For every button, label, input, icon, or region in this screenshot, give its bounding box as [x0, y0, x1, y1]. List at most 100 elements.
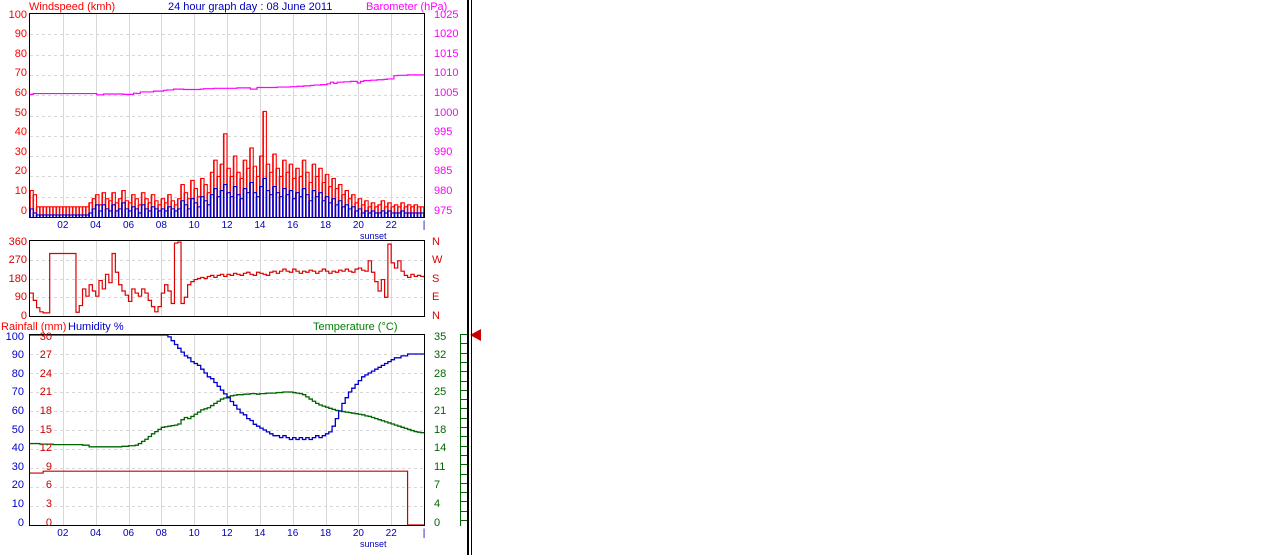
humidity-tick: 100: [5, 330, 24, 343]
humidity-tick: 30: [11, 460, 24, 473]
compass-tick: W: [432, 254, 443, 266]
temperature-tick: 18: [434, 423, 447, 436]
humidity-tick: 40: [11, 442, 24, 455]
hour-tick: 10: [188, 220, 200, 231]
hour-tick: 08: [155, 528, 167, 539]
hour-tick: 16: [287, 220, 299, 231]
barometer-tick: 985: [434, 165, 453, 178]
temperature-tick: 11: [434, 460, 446, 473]
temperature-scale-rail: [460, 334, 467, 526]
rainfall-tick: 6: [45, 479, 52, 492]
hour-tick: 20: [352, 528, 364, 539]
rainfall-tick: 9: [45, 460, 52, 473]
rainfall-tick: 27: [39, 349, 52, 362]
hour-tick: 14: [254, 528, 266, 539]
temperature-tick: 14: [434, 442, 447, 455]
windspeed-tick: 50: [14, 106, 27, 119]
barometer-tick: 990: [434, 145, 453, 158]
windspeed-tick: 40: [14, 126, 27, 139]
temperature-rail-tick: [461, 343, 467, 345]
barometer-tick: 1020: [434, 28, 459, 41]
direction-tick: 180: [8, 272, 27, 285]
humidity-tick: 0: [17, 516, 24, 529]
humidity-tick: 90: [11, 349, 24, 362]
rainfall-tick: 15: [39, 423, 52, 436]
hour-tick: 02: [57, 220, 69, 231]
hour-tick: 12: [221, 220, 233, 231]
temperature-tick: 35: [434, 330, 447, 343]
direction-tick: 90: [14, 291, 27, 303]
rainfall-tick: 30: [39, 330, 52, 343]
direction-tick: 270: [8, 254, 27, 266]
hour-tick: 20: [352, 220, 364, 231]
barometer-tick: 1000: [434, 106, 459, 119]
windspeed-barometer-chart[interactable]: [29, 13, 425, 218]
barometer-axis-title: Barometer (hPa): [366, 1, 448, 13]
temperature-rail-tick: [461, 501, 467, 503]
compass-tick: E: [432, 291, 440, 303]
barometer-tick: 1005: [434, 86, 459, 99]
barometer-tick: 1010: [434, 67, 459, 80]
temperature-rail-tick: [461, 482, 467, 484]
sunset-label-2: sunset: [360, 539, 387, 549]
rainfall-tick: 12: [39, 442, 52, 455]
humidity-tick: 80: [11, 367, 24, 380]
hour-tick: 10: [188, 528, 200, 539]
hour-tick: 04: [90, 220, 102, 231]
temperature-tick: 4: [434, 497, 441, 510]
compass-tick: N: [432, 309, 440, 322]
temperature-rail-tick: [461, 408, 467, 410]
temperature-rail-tick: [461, 417, 467, 419]
wind-direction-chart[interactable]: [29, 240, 425, 317]
humidity-tick: 10: [11, 497, 24, 510]
temperature-axis-title: Temperature (°C): [313, 321, 398, 333]
temperature-rail-tick: [461, 427, 467, 428]
windspeed-tick: 0: [20, 204, 27, 217]
temperature-rail-tick: [461, 464, 467, 466]
hour-tick: 06: [122, 220, 135, 231]
rainfall-tick: 3: [45, 497, 52, 510]
hour-tick: 08: [155, 220, 167, 231]
rainfall-tick: 24: [39, 367, 52, 380]
temperature-rail-tick: [461, 520, 467, 521]
temperature-rail-tick: [461, 352, 467, 354]
barometer-tick: 1025: [434, 8, 459, 21]
panel-divider-line-2: [471, 0, 472, 555]
humidity-tick: 70: [11, 386, 24, 399]
temperature-current-marker[interactable]: [470, 329, 481, 341]
temperature-tick: 0: [434, 516, 441, 529]
hour-tick: 18: [319, 220, 332, 231]
compass-tick: S: [432, 272, 440, 285]
hour-tick: 18: [319, 528, 332, 539]
rainfall-tick: 18: [39, 404, 52, 417]
barometer-tick: 975: [434, 204, 453, 217]
hour-tick: 12: [221, 528, 233, 539]
hour-tick-end: |: [422, 528, 426, 539]
temperature-tick: 7: [434, 479, 441, 492]
windspeed-tick: 70: [14, 67, 27, 80]
hour-tick: 04: [90, 528, 102, 539]
barometer-tick: 1015: [434, 47, 459, 60]
page-title: 24 hour graph day : 08 June 2011: [168, 1, 333, 13]
windspeed-axis-title: Windspeed (kmh): [29, 1, 116, 13]
temperature-rail-tick: [461, 380, 467, 382]
rainfall-tick: 0: [45, 516, 52, 529]
windspeed-tick: 90: [14, 28, 27, 41]
windspeed-tick: 30: [14, 145, 27, 158]
barometer-tick: 980: [434, 184, 453, 197]
direction-tick: 360: [8, 235, 27, 248]
temperature-rail-tick: [461, 492, 467, 494]
hour-tick: 22: [385, 528, 397, 539]
temperature-rail-tick: [461, 445, 467, 447]
hour-tick: 14: [254, 220, 266, 231]
hour-tick: 22: [385, 220, 397, 231]
windspeed-tick: 20: [14, 165, 27, 178]
hour-tick: 06: [122, 528, 135, 539]
temperature-rail-tick: [461, 510, 467, 512]
temperature-tick: 25: [434, 386, 447, 399]
temperature-rail-tick: [461, 454, 467, 456]
hour-tick-end: |: [422, 220, 426, 231]
temperature-humidity-rainfall-chart[interactable]: [29, 334, 425, 526]
temperature-tick: 28: [434, 367, 447, 380]
